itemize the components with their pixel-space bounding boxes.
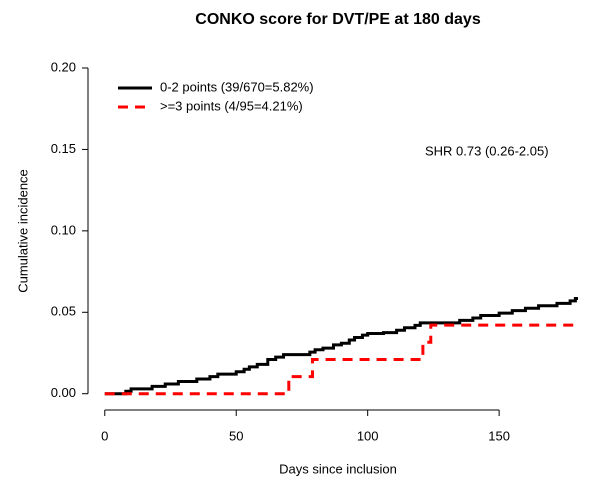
x-tick-label: 50 xyxy=(229,428,243,443)
y-tick-label: 0.20 xyxy=(51,59,76,74)
y-tick-label: 0.10 xyxy=(51,222,76,237)
x-tick-label: 100 xyxy=(357,428,379,443)
y-tick-label: 0.15 xyxy=(51,141,76,156)
x-tick-label: 150 xyxy=(488,428,510,443)
x-tick-label: 0 xyxy=(101,428,108,443)
chart-title: CONKO score for DVT/PE at 180 days xyxy=(195,11,481,28)
legend-label: >=3 points (4/95=4.21%) xyxy=(160,98,303,113)
series-line xyxy=(104,323,578,396)
series-line xyxy=(104,296,578,396)
y-axis-label: Cumulative incidence xyxy=(15,169,30,293)
legend-label: 0-2 points (39/670=5.82%) xyxy=(160,79,314,94)
y-tick-label: 0.00 xyxy=(51,385,76,400)
y-tick-label: 0.05 xyxy=(51,304,76,319)
x-axis-label: Days since inclusion xyxy=(279,461,397,476)
annotation: SHR 0.73 (0.26-2.05) xyxy=(425,143,549,158)
